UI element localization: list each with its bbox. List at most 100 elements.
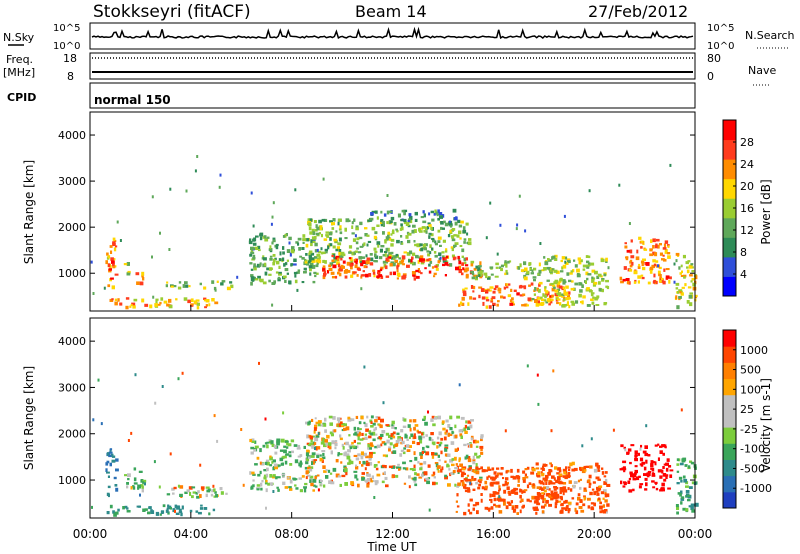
data-cell-4-58	[299, 489, 303, 493]
data-cell-6-111	[480, 498, 483, 503]
data-cell-5-209	[416, 429, 419, 433]
data-cell-5-272	[311, 452, 316, 456]
data-cell-12-98	[578, 282, 582, 286]
data-cell-7-17	[308, 226, 312, 231]
data-cell-7-214	[428, 235, 431, 239]
data-cell-8-106	[389, 263, 393, 267]
data-cell-6-19	[315, 264, 319, 268]
scatter-cell-14	[680, 408, 683, 412]
data-cell-7-59	[549, 480, 553, 485]
data-cell-13-99	[625, 278, 630, 281]
data-cell-5-140	[366, 481, 370, 486]
data-cell-13-100	[652, 281, 656, 284]
data-cell-7-279	[462, 226, 466, 231]
data-cell-5-375	[436, 445, 439, 449]
data-cell-7-109	[566, 474, 570, 479]
data-cell-6-86	[495, 481, 500, 485]
data-cell-2-19	[203, 507, 208, 510]
velocity-cbar-swatch-3	[723, 443, 736, 460]
data-cell-5-285	[321, 456, 326, 460]
data-cell-7-196	[308, 255, 312, 259]
data-cell-7-97	[601, 467, 604, 470]
data-cell-6-201	[553, 488, 557, 491]
velocity-data-layer	[91, 361, 699, 517]
data-cell-7-47	[312, 231, 315, 236]
data-cell-5-367	[369, 477, 373, 482]
data-cell-8-158	[455, 266, 459, 271]
data-cell-4-36	[111, 298, 114, 301]
data-cell-5-330	[402, 451, 406, 455]
data-cell-4-95	[290, 439, 295, 443]
data-cell-12-171	[576, 273, 580, 276]
data-cell-6-20	[257, 245, 261, 249]
data-cell-5-394	[390, 437, 393, 440]
data-cell-8-68	[637, 452, 640, 456]
data-cell-7-161	[542, 463, 546, 467]
data-cell-10-110	[554, 293, 558, 297]
data-cell-10-79	[461, 296, 465, 301]
data-cell-5-246	[455, 463, 458, 466]
data-cell-5-160	[374, 419, 378, 423]
data-cell-8-48	[634, 469, 638, 474]
data-cell-8-138	[419, 258, 423, 262]
data-cell-6-118	[275, 245, 279, 250]
data-cell-5-129	[472, 458, 476, 462]
data-cell-10-22	[462, 292, 467, 297]
data-cell-2-20	[147, 511, 151, 515]
data-cell-4-21	[132, 305, 136, 309]
data-cell-7-104	[353, 251, 356, 255]
data-cell-9-24	[400, 218, 403, 222]
cpid-panel-frame	[89, 82, 696, 109]
data-cell-5-250	[307, 456, 311, 459]
data-cell-4-111	[259, 448, 262, 453]
data-cell-4-20	[205, 304, 208, 307]
data-cell-7-162	[597, 478, 601, 481]
data-cell-13-55	[641, 263, 644, 267]
data-cell-8-121	[413, 277, 416, 281]
data-cell-12-139	[601, 279, 605, 282]
data-cell-14-46	[695, 275, 698, 280]
data-cell-6-155	[282, 235, 286, 238]
data-cell-4-71	[251, 471, 255, 475]
data-cell-5-396	[418, 435, 422, 439]
data-cell-7-274	[309, 258, 312, 262]
data-cell-6-36	[548, 481, 551, 485]
power-cbar-label-5: 8	[740, 246, 747, 259]
scatter-cell-5	[174, 509, 176, 513]
data-cell-10-35	[493, 287, 497, 291]
data-cell-12-25	[596, 295, 600, 298]
data-cell-7-52	[335, 230, 338, 233]
data-cell-5-14	[226, 286, 231, 291]
data-cell-6-145	[252, 238, 255, 242]
data-cell-8-127	[335, 275, 338, 279]
data-cell-6-90	[528, 482, 532, 485]
y-tick-label-0: 1000	[58, 267, 86, 280]
data-cell-12-142	[586, 304, 591, 307]
data-cell-10-13	[562, 296, 566, 299]
data-cell-7-105	[567, 487, 570, 491]
data-cell-8-134	[355, 260, 358, 265]
data-cell-8-122	[376, 275, 380, 279]
data-cell-8-62	[338, 268, 343, 272]
data-cell-11-39	[507, 260, 510, 264]
data-cell-3-4	[139, 281, 144, 286]
data-cell-5-124	[368, 447, 372, 450]
data-cell-6-28	[498, 510, 503, 514]
data-cell-5-409	[421, 436, 425, 439]
data-cell-14-19	[686, 266, 689, 269]
data-cell-9-19	[388, 210, 393, 213]
data-cell-5-492	[392, 450, 397, 454]
data-cell-8-80	[657, 443, 660, 446]
data-cell-6-57	[259, 262, 262, 266]
data-cell-6-83	[254, 246, 259, 250]
scatter-cell-22	[498, 495, 501, 499]
scatter-cell-26	[373, 496, 376, 499]
data-cell-5-317	[340, 425, 345, 428]
data-cell-2-45	[167, 505, 172, 510]
data-cell-6-142	[526, 484, 530, 489]
data-cell-13-101	[625, 256, 629, 259]
scatter-cell-2	[168, 248, 171, 251]
data-cell-7-40	[412, 261, 416, 266]
data-cell-5-53	[355, 415, 359, 419]
data-cell-6-73	[553, 477, 556, 481]
